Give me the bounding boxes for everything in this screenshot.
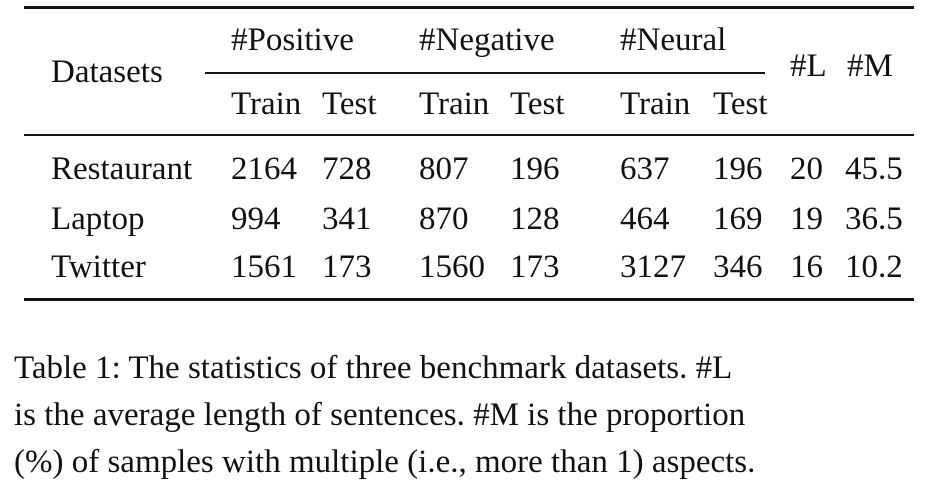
header-rule	[24, 134, 914, 136]
header-m: #M	[847, 48, 893, 84]
header-positive: #Positive	[231, 22, 354, 58]
group-header-rule	[205, 72, 765, 74]
statistics-table: Datasets #Positive #Negative #Neural #L …	[24, 6, 914, 303]
header-negative-test: Test	[510, 86, 565, 122]
cell-negative-test: 173	[510, 249, 560, 285]
cell-m: 45.5	[845, 151, 903, 187]
cell-neural-test: 346	[713, 249, 763, 285]
cell-neural-test: 196	[713, 151, 763, 187]
cell-negative-test: 196	[510, 151, 560, 187]
header-negative: #Negative	[419, 22, 555, 58]
cell-neural-train: 3127	[620, 249, 686, 285]
cell-positive-train: 1561	[231, 249, 297, 285]
cell-positive-test: 173	[322, 249, 372, 285]
header-neural: #Neural	[620, 22, 727, 58]
header-neural-train: Train	[620, 86, 691, 122]
row-name: Laptop	[51, 201, 145, 237]
header-neural-test: Test	[713, 86, 768, 122]
caption-line-3: (%) of samples with multiple (i.e., more…	[14, 444, 756, 480]
table-caption: Table 1: The statistics of three benchma…	[14, 345, 939, 486]
cell-negative-train: 870	[419, 201, 469, 237]
header-l: #L	[790, 48, 827, 84]
header-negative-train: Train	[419, 86, 490, 122]
cell-negative-train: 807	[419, 151, 469, 187]
cell-positive-train: 2164	[231, 151, 297, 187]
cell-neural-train: 464	[620, 201, 670, 237]
cell-positive-test: 341	[322, 201, 372, 237]
row-name: Twitter	[51, 249, 146, 285]
caption-line-2: is the average length of sentences. #M i…	[14, 397, 746, 433]
cell-m: 36.5	[845, 201, 903, 237]
cell-l: 16	[790, 249, 823, 285]
cell-m: 10.2	[845, 249, 903, 285]
cell-neural-train: 637	[620, 151, 670, 187]
cell-neural-test: 169	[713, 201, 763, 237]
cell-negative-train: 1560	[419, 249, 485, 285]
caption-line-1: Table 1: The statistics of three benchma…	[14, 350, 733, 386]
row-name: Restaurant	[51, 151, 193, 187]
header-positive-test: Test	[322, 86, 377, 122]
cell-negative-test: 128	[510, 201, 560, 237]
cell-l: 20	[790, 151, 823, 187]
header-datasets: Datasets	[51, 54, 163, 90]
header-positive-train: Train	[231, 86, 302, 122]
top-rule	[24, 6, 914, 9]
cell-positive-train: 994	[231, 201, 281, 237]
bottom-rule	[24, 298, 914, 301]
cell-l: 19	[790, 201, 823, 237]
cell-positive-test: 728	[322, 151, 372, 187]
